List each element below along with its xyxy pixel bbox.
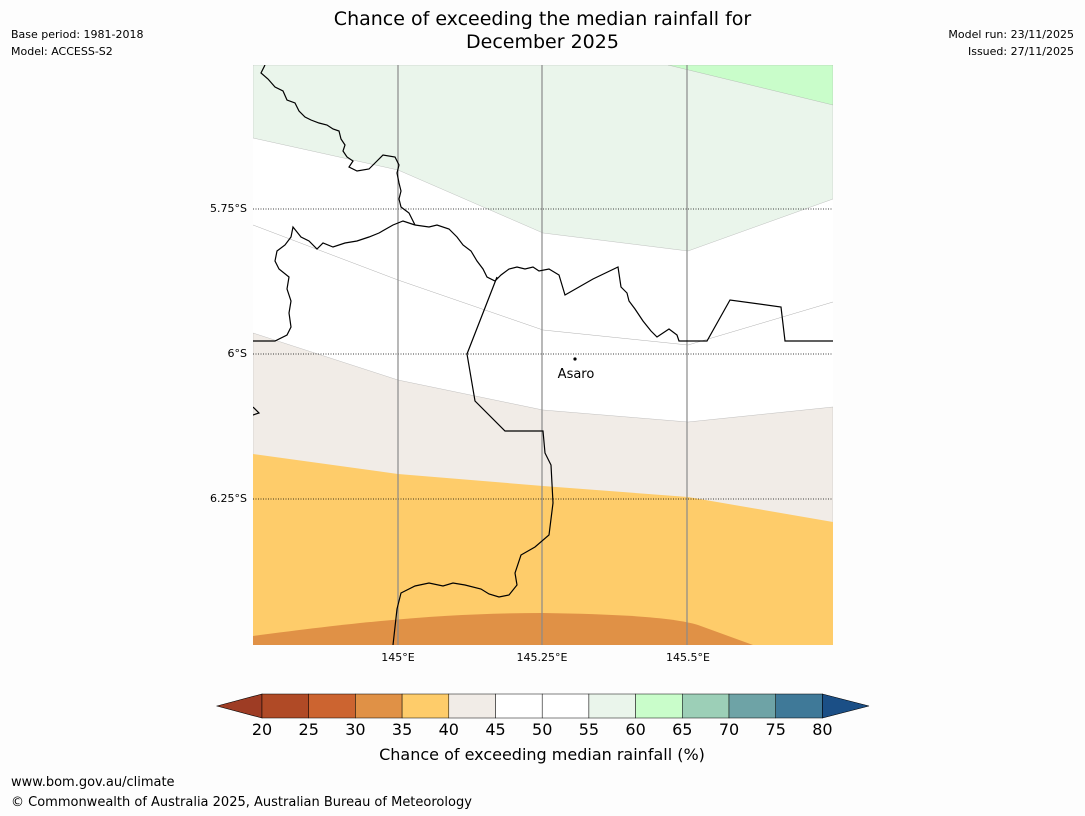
town-label-asaro: Asaro [558, 367, 595, 382]
colorbar-tick-label: 30 [345, 720, 366, 739]
colorbar-tick-label: 20 [251, 720, 273, 739]
colorbar-over-arrow [822, 693, 870, 719]
base-period: Base period: 1981-2018 [11, 28, 144, 41]
contour-line [253, 224, 833, 346]
lon-label-145-25: 145.25°E [516, 651, 568, 664]
colorbar-tick-label: 70 [718, 720, 740, 739]
colorbar-segment [588, 693, 636, 719]
colorbar-tick-label: 40 [438, 720, 459, 739]
chart-title-line2: December 2025 [466, 31, 619, 53]
model-name: Model: ACCESS-S2 [11, 45, 113, 58]
province-boundary-middle [253, 220, 416, 342]
band-30-35 [253, 613, 753, 645]
rainfall-map: Asaro [253, 65, 833, 645]
meta-right: Model run: 23/11/2025 Issued: 27/11/2025 [948, 26, 1074, 60]
colorbar-tick-label: 55 [578, 720, 600, 739]
lat-label-6-25: 6.25°S [210, 492, 247, 505]
colorbar-segment [541, 693, 590, 719]
province-boundary-south [392, 276, 554, 645]
model-run: Model run: 23/11/2025 [948, 28, 1074, 41]
colorbar-segment [401, 693, 450, 719]
town-marker-asaro [573, 357, 577, 361]
colorbar [215, 693, 870, 719]
lon-label-145: 145°E [381, 651, 415, 664]
colorbar-segment [495, 693, 543, 719]
colorbar-segment [682, 693, 730, 719]
colorbar-tick-label: 45 [485, 720, 506, 739]
colorbar-under-arrow [215, 693, 263, 719]
colorbar-segment [775, 693, 823, 719]
band-60-65 [667, 65, 833, 106]
colorbar-segment [728, 693, 776, 719]
meta-left: Base period: 1981-2018 Model: ACCESS-S2 [11, 26, 143, 60]
colorbar-label: Chance of exceeding median rainfall (%) [379, 745, 705, 764]
chart-title: Chance of exceeding the median rainfall … [0, 8, 1085, 54]
lon-label-145-5: 145.5°E [666, 651, 710, 664]
coastline-fragment [253, 406, 261, 416]
colorbar-tick-label: 50 [532, 720, 553, 739]
colorbar-tick-label: 25 [298, 720, 319, 739]
lat-label-6: 6°S [227, 347, 247, 360]
colorbar-segment [448, 693, 496, 719]
lat-label-5-75: 5.75°S [210, 202, 247, 215]
chart-title-line1: Chance of exceeding the median rainfall … [333, 8, 752, 30]
colorbar-tick-label: 35 [391, 720, 413, 739]
colorbar-tick-label: 75 [765, 720, 786, 739]
colorbar-tick-label: 80 [812, 720, 833, 739]
issued-date: Issued: 27/11/2025 [967, 45, 1074, 58]
province-boundary-north [260, 65, 416, 226]
footer-copyright: © Commonwealth of Australia 2025, Austra… [11, 795, 472, 810]
colorbar-segment [635, 693, 683, 719]
footer-url: www.bom.gov.au/climate [11, 775, 175, 790]
province-boundary-east [414, 224, 833, 342]
colorbar-tick-label: 60 [625, 720, 646, 739]
colorbar-segment [355, 693, 403, 719]
colorbar-segment [308, 693, 356, 719]
colorbar-segment [261, 693, 309, 719]
colorbar-tick-label: 65 [672, 720, 693, 739]
